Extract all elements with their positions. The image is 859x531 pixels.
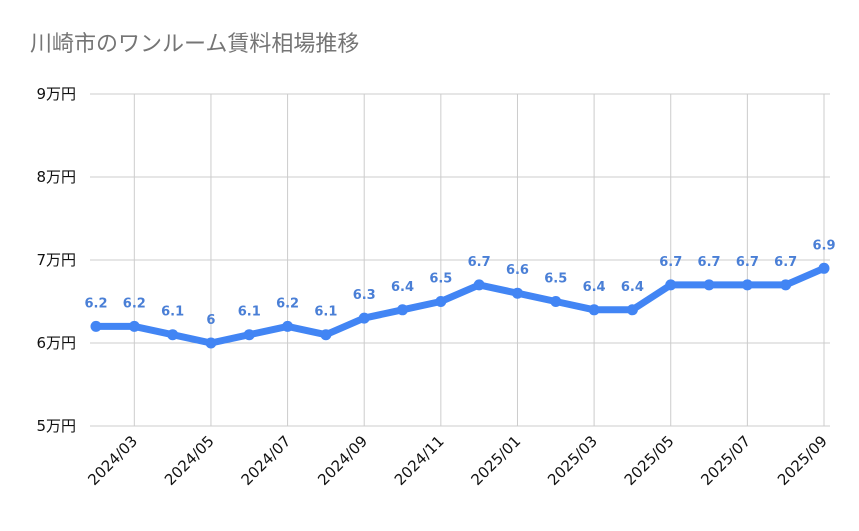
data-point bbox=[397, 304, 409, 316]
data-label: 6.4 bbox=[583, 280, 606, 295]
data-label: 6.5 bbox=[544, 272, 567, 287]
data-point bbox=[205, 337, 217, 349]
data-point bbox=[243, 329, 255, 341]
series-line bbox=[92, 264, 828, 347]
data-point bbox=[818, 262, 830, 274]
x-tick-label: 2025/01 bbox=[468, 432, 525, 489]
data-point bbox=[780, 279, 792, 291]
data-point bbox=[473, 279, 485, 291]
x-tick-label: 2025/07 bbox=[697, 432, 754, 489]
grid-layer bbox=[90, 93, 830, 427]
data-label: 6 bbox=[206, 313, 215, 328]
data-label: 6.4 bbox=[621, 280, 644, 295]
data-label: 6.1 bbox=[238, 305, 261, 320]
data-point bbox=[741, 279, 753, 291]
x-tick-label: 2024/07 bbox=[238, 432, 295, 489]
data-label: 6.9 bbox=[812, 238, 835, 253]
data-point bbox=[358, 312, 370, 324]
data-point bbox=[588, 304, 600, 316]
x-tick-label: 2025/05 bbox=[621, 432, 678, 489]
y-tick-label: 7万円 bbox=[36, 251, 76, 269]
y-tick-label: 6万円 bbox=[36, 334, 76, 352]
data-label: 6.5 bbox=[429, 272, 452, 287]
series-layer bbox=[90, 262, 830, 349]
x-tick-label: 2025/09 bbox=[774, 432, 831, 489]
data-label: 6.2 bbox=[84, 296, 107, 311]
x-tick-label: 2024/09 bbox=[314, 432, 371, 489]
data-point bbox=[626, 304, 638, 316]
x-tick-label: 2024/05 bbox=[161, 432, 218, 489]
data-label: 6.7 bbox=[698, 255, 721, 270]
data-label-layer: 6.2 6.2 6.1 6 6.1 6.2 6.1 6.3 6.4 6.5 6.7 6.6 6.5 6.4… bbox=[84, 238, 835, 328]
data-point bbox=[320, 329, 332, 341]
data-label: 6.6 bbox=[506, 263, 529, 278]
data-point bbox=[167, 329, 179, 341]
data-point bbox=[703, 279, 715, 291]
y-tick-label: 5万円 bbox=[36, 417, 76, 435]
data-label: 6.4 bbox=[391, 280, 414, 295]
data-point bbox=[435, 296, 447, 307]
data-label: 6.3 bbox=[353, 288, 376, 303]
data-label: 6.7 bbox=[468, 255, 491, 270]
data-point bbox=[550, 296, 562, 307]
data-point bbox=[282, 320, 294, 332]
data-label: 6.7 bbox=[736, 255, 759, 270]
data-point bbox=[665, 279, 677, 291]
x-tick-label: 2025/03 bbox=[544, 432, 601, 489]
chart-title: 川崎市のワンルーム賃料相場推移 bbox=[30, 32, 360, 57]
y-tick-label: 8万円 bbox=[36, 168, 76, 186]
data-label: 6.1 bbox=[161, 305, 184, 320]
data-label: 6.2 bbox=[123, 296, 146, 311]
data-point bbox=[90, 320, 102, 332]
data-label: 6.2 bbox=[276, 296, 299, 311]
y-tick-label: 9万円 bbox=[36, 85, 76, 103]
data-point bbox=[128, 320, 140, 332]
x-tick-label: 2024/11 bbox=[391, 432, 448, 489]
data-point bbox=[511, 287, 523, 299]
x-tick-label: 2024/03 bbox=[84, 432, 141, 489]
data-label: 6.1 bbox=[314, 305, 337, 320]
data-label: 6.7 bbox=[659, 255, 682, 270]
data-label: 6.7 bbox=[774, 255, 797, 270]
